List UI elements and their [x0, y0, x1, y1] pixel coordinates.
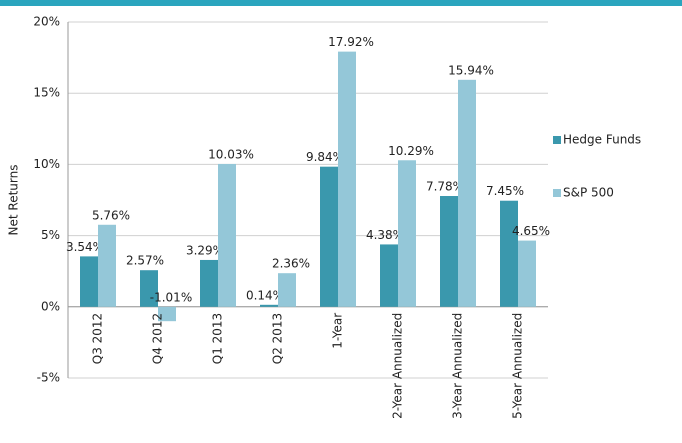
y-tick-label: 5% [41, 228, 60, 242]
x-tick-label: 5-Year Annualized [511, 313, 525, 419]
data-label: 9.84% [306, 150, 344, 164]
bar [338, 51, 356, 307]
bar [380, 244, 398, 307]
data-label: 2.36% [272, 257, 310, 271]
data-label: -1.01% [150, 290, 192, 304]
data-label: 10.03% [208, 147, 254, 161]
bar [218, 163, 236, 307]
legend-label: Hedge Funds [563, 133, 641, 147]
top-band [0, 0, 682, 6]
data-label: 7.45% [486, 184, 524, 198]
y-tick-label: 0% [41, 299, 60, 313]
data-label: 10.29% [388, 144, 434, 158]
y-tick-label: 20% [33, 15, 60, 29]
legend-label: S&P 500 [563, 186, 614, 200]
y-axis-label: Net Returns [7, 165, 21, 236]
x-tick-label: Q4 2012 [151, 313, 165, 364]
data-label: 5.76% [92, 208, 130, 222]
data-label: 17.92% [328, 35, 374, 49]
bar [440, 196, 458, 307]
data-label: 3.29% [186, 243, 224, 257]
bar [458, 79, 476, 307]
bar [500, 200, 518, 307]
bar [518, 240, 536, 307]
x-tick-label: 3-Year Annualized [451, 313, 465, 419]
bar [200, 259, 218, 307]
data-label: 4.65% [512, 224, 550, 238]
bar [260, 304, 278, 307]
y-tick-label: -5% [37, 371, 60, 385]
data-label: 0.14% [246, 288, 284, 302]
bar [398, 160, 416, 307]
data-label: 4.38% [366, 228, 404, 242]
data-label: 15.94% [448, 63, 494, 77]
data-label: 3.54% [66, 240, 104, 254]
legend-swatch [553, 136, 561, 144]
bar [140, 270, 158, 307]
x-tick-label: Q1 2013 [211, 313, 225, 364]
bar [80, 256, 98, 307]
x-tick-label: 2-Year Annualized [391, 313, 405, 419]
data-label: 2.57% [126, 254, 164, 268]
y-tick-label: 10% [33, 157, 60, 171]
x-tick-label: Q3 2012 [91, 313, 105, 364]
legend-swatch [553, 189, 561, 197]
bar [158, 306, 176, 322]
bar [320, 166, 338, 307]
data-label: 7.78% [426, 180, 464, 194]
x-tick-label: 1-Year [331, 313, 345, 349]
x-tick-label: Q2 2013 [271, 313, 285, 364]
bar [278, 273, 296, 307]
y-tick-label: 15% [33, 86, 60, 100]
bar [98, 224, 116, 307]
